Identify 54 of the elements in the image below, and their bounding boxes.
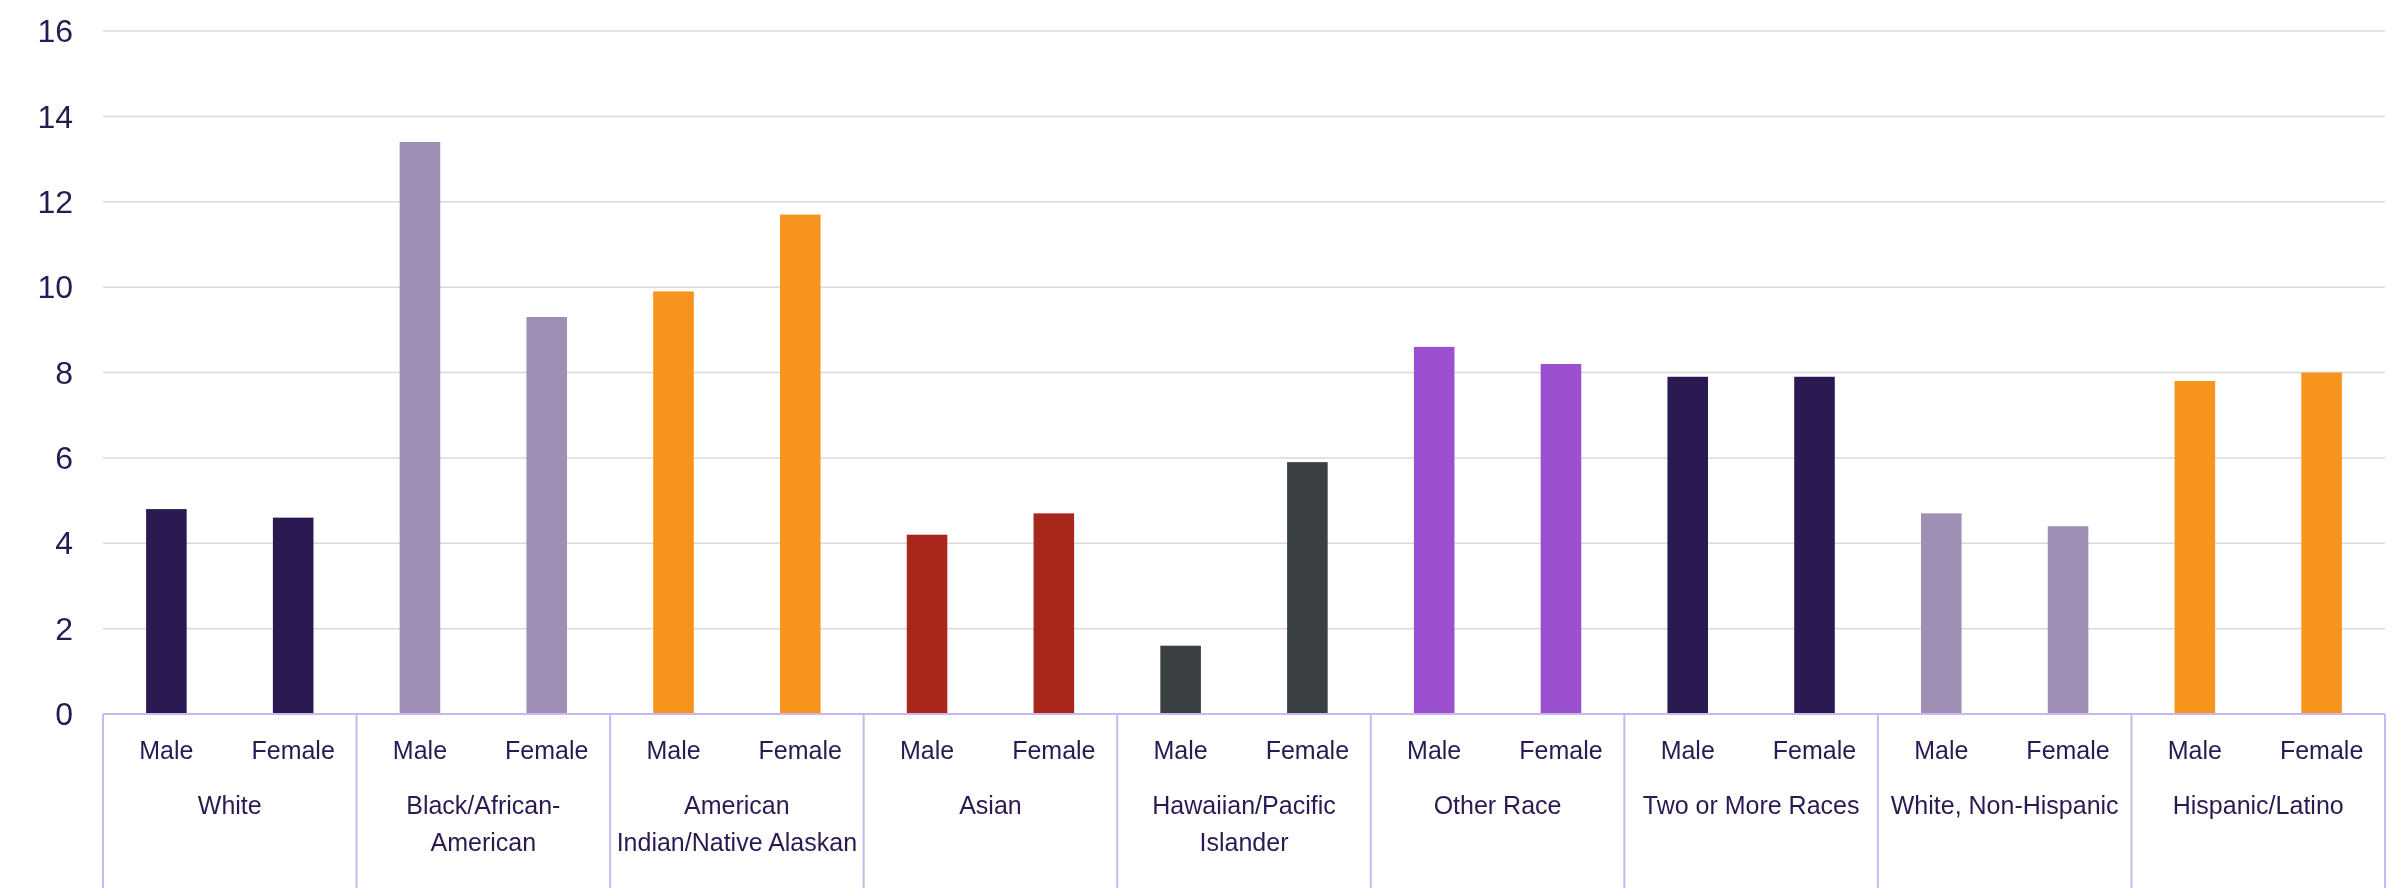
bar <box>1920 513 1962 714</box>
bar <box>1287 462 1328 714</box>
bar <box>779 214 821 714</box>
bar <box>1160 645 1201 714</box>
x-tick-label: Male <box>1660 736 1715 764</box>
y-tick-label: 12 <box>37 183 73 220</box>
bar <box>2301 372 2342 714</box>
text: Other Race <box>1433 791 1562 819</box>
x-tick-label: Female <box>2026 736 2110 764</box>
x-tick-label: Male <box>646 736 701 764</box>
bar <box>1667 376 1709 714</box>
bar <box>1540 363 1582 714</box>
text: Hispanic/Latino <box>2172 791 2344 819</box>
bar <box>399 141 441 714</box>
x-tick-label: Male <box>392 736 448 764</box>
x-tick-label: Female <box>1519 736 1603 764</box>
y-tick-label: 4 <box>55 525 73 562</box>
text: Two or More Races <box>1642 791 1860 819</box>
x-tick-label: Female <box>1012 736 1096 764</box>
bar <box>653 291 694 714</box>
y-tick-label: 2 <box>55 610 73 647</box>
x-tick-label: Male <box>1914 736 1969 764</box>
x-tick-label: Male <box>899 736 955 764</box>
text: Hawaiian/Pacific Islander <box>1152 791 1336 856</box>
bar <box>1413 346 1455 714</box>
x-tick-label: Female <box>505 736 589 764</box>
bar <box>1033 513 1075 714</box>
x-tick-label: Female <box>2279 736 2364 764</box>
y-tick-label: 14 <box>37 98 73 135</box>
bar <box>272 517 314 714</box>
x-tick-label: Female <box>251 736 335 764</box>
bar <box>146 509 187 714</box>
text: White <box>197 791 262 819</box>
text: American Indian/Native Alaskan <box>616 791 858 856</box>
text: White, Non-Hispanic <box>1890 791 2119 819</box>
x-tick-label: Male <box>2167 736 2222 764</box>
text: Black/African-American <box>406 791 561 856</box>
bar <box>2047 526 2089 714</box>
x-tick-label: Female <box>1772 736 1857 764</box>
x-tick-label: Female <box>758 736 842 764</box>
text: Asian <box>959 791 1022 819</box>
x-tick-label: Male <box>1153 736 1208 764</box>
bar <box>526 317 568 714</box>
y-tick-label: 8 <box>55 354 73 391</box>
x-tick-label: Female <box>1265 736 1350 764</box>
x-tick-label: Male <box>1407 736 1462 764</box>
y-tick-label: 16 <box>37 13 73 50</box>
bar <box>906 534 948 714</box>
y-tick-label: 10 <box>37 269 73 306</box>
x-tick-label: Male <box>139 736 194 764</box>
y-tick-label: 0 <box>55 696 73 733</box>
y-tick-label: 6 <box>55 440 73 477</box>
bar <box>1794 376 1835 714</box>
bar <box>2174 381 2216 714</box>
